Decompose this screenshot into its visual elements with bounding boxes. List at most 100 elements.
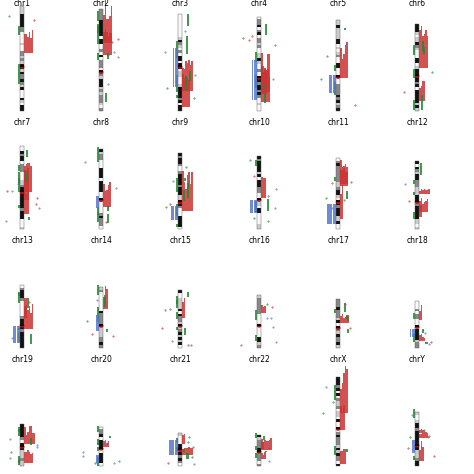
Bar: [20, 79, 24, 82]
Bar: [178, 219, 182, 221]
Ellipse shape: [99, 199, 103, 202]
Bar: [337, 55, 340, 57]
Bar: [178, 433, 182, 466]
Bar: [257, 100, 261, 103]
Bar: [97, 439, 99, 444]
Bar: [255, 335, 257, 340]
Bar: [415, 445, 419, 447]
Ellipse shape: [336, 75, 340, 79]
Bar: [415, 213, 419, 216]
Bar: [97, 196, 99, 208]
Bar: [337, 203, 340, 206]
Bar: [18, 64, 20, 83]
Bar: [176, 212, 178, 216]
Bar: [337, 299, 340, 347]
Bar: [337, 171, 340, 174]
Bar: [428, 189, 429, 194]
Bar: [337, 179, 340, 182]
Bar: [20, 17, 24, 19]
Bar: [345, 449, 346, 465]
Bar: [257, 329, 261, 332]
Bar: [421, 334, 422, 341]
Bar: [337, 398, 340, 401]
Bar: [337, 184, 340, 187]
Bar: [343, 318, 345, 323]
Bar: [427, 199, 428, 212]
Bar: [340, 406, 342, 429]
Bar: [100, 9, 103, 110]
Bar: [329, 75, 331, 93]
Bar: [97, 443, 99, 445]
Bar: [100, 432, 103, 435]
Bar: [337, 73, 340, 76]
Bar: [337, 328, 340, 331]
Bar: [415, 103, 419, 105]
Bar: [20, 206, 24, 208]
Bar: [30, 438, 32, 445]
Bar: [188, 80, 190, 107]
Bar: [415, 442, 419, 445]
Bar: [20, 84, 24, 87]
Bar: [100, 73, 103, 76]
Text: chr14: chr14: [90, 236, 112, 245]
Bar: [178, 221, 182, 224]
Bar: [20, 90, 24, 92]
Bar: [107, 206, 109, 211]
Bar: [100, 97, 103, 100]
Bar: [257, 227, 261, 229]
Bar: [100, 47, 103, 49]
Bar: [178, 295, 182, 298]
Bar: [415, 37, 419, 40]
Bar: [415, 436, 419, 439]
Bar: [20, 19, 24, 22]
Bar: [186, 36, 188, 55]
Bar: [257, 340, 261, 342]
Bar: [347, 318, 349, 321]
Bar: [100, 321, 103, 324]
Bar: [191, 448, 192, 455]
Bar: [20, 180, 24, 182]
Bar: [100, 208, 103, 210]
Bar: [337, 461, 340, 464]
Bar: [263, 455, 264, 459]
Bar: [263, 307, 264, 313]
Bar: [424, 34, 425, 68]
Bar: [337, 403, 340, 406]
Text: chr22: chr22: [248, 355, 270, 364]
Bar: [100, 300, 103, 303]
Bar: [108, 36, 109, 55]
Bar: [334, 82, 336, 95]
Bar: [178, 208, 182, 211]
Bar: [337, 401, 340, 403]
Bar: [105, 0, 106, 43]
Bar: [257, 185, 261, 187]
Bar: [421, 205, 422, 217]
Bar: [18, 328, 20, 330]
Bar: [100, 189, 103, 191]
Bar: [343, 449, 345, 465]
Text: chr20: chr20: [90, 355, 112, 364]
Bar: [178, 345, 182, 347]
Bar: [178, 335, 182, 337]
Bar: [263, 442, 264, 449]
Bar: [100, 221, 103, 224]
Bar: [100, 198, 103, 200]
Bar: [178, 444, 182, 447]
Bar: [415, 50, 419, 53]
Bar: [257, 166, 261, 169]
Bar: [257, 345, 261, 347]
Bar: [261, 305, 263, 313]
Bar: [103, 32, 105, 55]
Bar: [20, 148, 24, 151]
Bar: [337, 456, 340, 458]
Bar: [342, 412, 343, 429]
Bar: [255, 446, 257, 450]
Bar: [415, 221, 419, 224]
Bar: [257, 324, 261, 327]
Ellipse shape: [415, 325, 419, 329]
Bar: [266, 71, 267, 92]
Bar: [178, 321, 182, 324]
Bar: [178, 29, 182, 32]
Bar: [97, 458, 99, 465]
Bar: [337, 44, 340, 46]
